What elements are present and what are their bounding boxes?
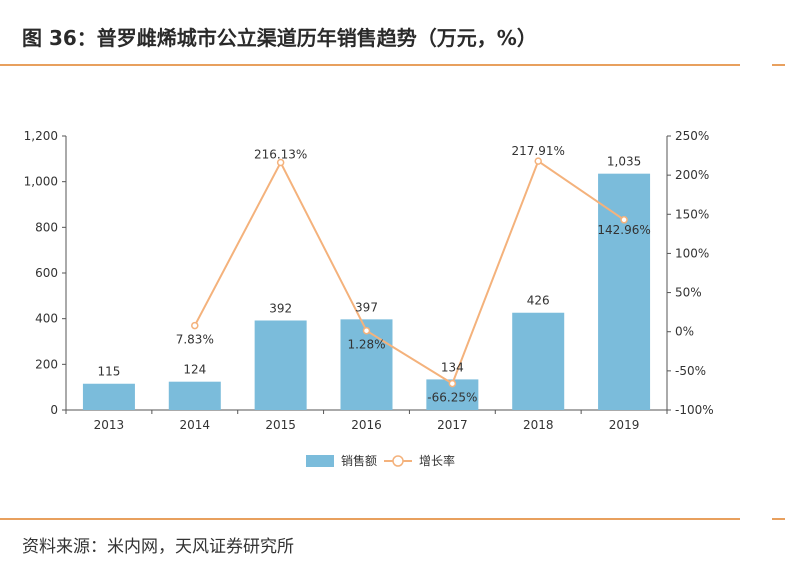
chart-legend: 销售额 增长率 <box>306 453 455 468</box>
growth-point <box>191 321 199 330</box>
y-right-tick-label: 150% <box>675 207 709 221</box>
x-tick-label: 2017 <box>437 418 468 432</box>
bar-value-label: 397 <box>355 300 378 314</box>
y-left-tick-label: 1,000 <box>24 175 58 189</box>
growth-point <box>620 216 628 224</box>
y-left-tick-label: 400 <box>35 312 58 326</box>
bar <box>82 383 135 410</box>
legend-bar-label: 销售额 <box>341 453 377 468</box>
x-tick-label: 2015 <box>265 418 296 432</box>
x-tick-label: 2016 <box>351 418 382 432</box>
title-rule <box>0 64 740 66</box>
legend-bar-swatch <box>306 455 334 467</box>
bar <box>168 381 221 410</box>
bar-value-label: 392 <box>269 301 292 315</box>
bar <box>254 320 307 410</box>
x-tick-label: 2018 <box>523 418 554 432</box>
x-tick-label: 2013 <box>94 418 125 432</box>
y-left-tick-label: 600 <box>35 266 58 280</box>
legend-line-label: 增长率 <box>419 453 455 468</box>
y-left-tick-label: 200 <box>35 357 58 371</box>
y-right-tick-label: 100% <box>675 246 709 260</box>
growth-point <box>448 379 457 388</box>
source-note: 资料来源：米内网，天风证券研究所 <box>22 537 294 557</box>
y-right-tick-label: 0% <box>675 325 694 339</box>
bar-series <box>82 173 651 410</box>
y-right-tick-label: 50% <box>675 286 702 300</box>
growth-value-label: 216.13% <box>254 148 307 162</box>
source-rule <box>0 518 740 520</box>
growth-value-label: 217.91% <box>512 144 565 158</box>
x-tick-label: 2019 <box>609 418 640 432</box>
data-labels: 115 124 392 397 134 426 1,035 7.83% 216.13% 1.28%… <box>97 144 650 404</box>
growth-value-label: -66.25% <box>427 391 477 405</box>
source-rule-tail <box>772 518 785 520</box>
bar <box>512 312 565 410</box>
bar-value-label: 134 <box>441 360 464 374</box>
chart: 0 200 400 600 800 1,000 1,200 -100% -50% 0% 50% 100… <box>24 129 714 468</box>
y-right-tick-label: -100% <box>675 403 714 417</box>
growth-value-label: 1.28% <box>347 338 385 352</box>
bar-value-label: 124 <box>183 363 206 377</box>
growth-line <box>193 159 625 386</box>
title-rule-tail <box>772 64 785 66</box>
growth-point <box>362 326 371 335</box>
line-series <box>191 157 628 388</box>
y-right-tick-label: -50% <box>675 364 706 378</box>
y-right-tick-label: 200% <box>675 168 709 182</box>
legend-line-marker <box>392 455 404 467</box>
y-right-tick-label: 250% <box>675 129 709 143</box>
y-left-tick-label: 800 <box>35 220 58 234</box>
y-left-tick-label: 1,200 <box>24 129 58 143</box>
bar-value-label: 1,035 <box>607 155 641 169</box>
growth-value-label: 142.96% <box>597 223 650 237</box>
bar <box>598 173 651 410</box>
x-tick-label: 2014 <box>180 418 211 432</box>
growth-point <box>534 157 542 165</box>
growth-point <box>276 158 285 167</box>
figure-title: 图 36：普罗雌烯城市公立渠道历年销售趋势（万元，%） <box>22 26 537 50</box>
growth-value-label: 7.83% <box>176 333 214 347</box>
y-left-tick-label: 0 <box>50 403 58 417</box>
chart-axes: 0 200 400 600 800 1,000 1,200 -100% -50% 0% 50% 100… <box>24 129 714 432</box>
bar-value-label: 115 <box>97 365 120 379</box>
bar-value-label: 426 <box>527 294 550 308</box>
